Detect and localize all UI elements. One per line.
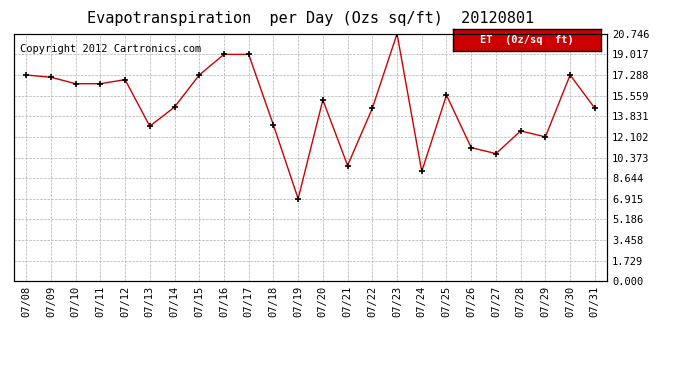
Text: Copyright 2012 Cartronics.com: Copyright 2012 Cartronics.com	[20, 44, 201, 54]
Title: Evapotranspiration  per Day (Ozs sq/ft)  20120801: Evapotranspiration per Day (Ozs sq/ft) 2…	[87, 11, 534, 26]
